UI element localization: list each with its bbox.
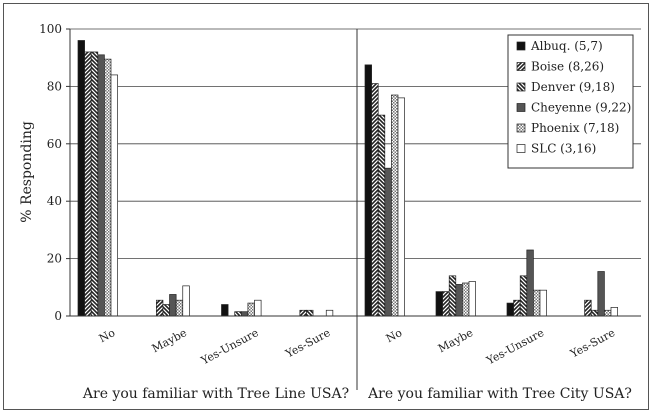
- bar: [397, 97, 405, 317]
- bar: [610, 307, 618, 317]
- bar: [506, 302, 514, 317]
- x-tick-label: No: [97, 326, 118, 345]
- legend-swatch: [516, 41, 526, 51]
- x-tick-label: Yes-Sure: [283, 326, 333, 361]
- bar: [169, 294, 177, 317]
- legend-entry: Boise (8,26): [531, 60, 604, 74]
- bar: [162, 304, 170, 317]
- x-tick-label: Maybe: [150, 326, 189, 355]
- bar: [110, 74, 118, 317]
- bar: [533, 289, 541, 317]
- x-tick-label: Maybe: [436, 326, 475, 355]
- legend-box: [507, 34, 634, 169]
- bar: [519, 275, 528, 317]
- legend-entry: Phoenix (7,18): [531, 121, 619, 135]
- bar: [221, 304, 229, 317]
- bar: [254, 299, 262, 317]
- y-tick-label: 100: [39, 22, 62, 36]
- legend-entry: SLC (3,16): [531, 142, 596, 156]
- x-tick-label: Yes-Unsure: [484, 326, 547, 368]
- bar: [435, 291, 443, 317]
- bar: [513, 299, 521, 317]
- legend-entry: Albuq. (5,7): [530, 39, 603, 53]
- bar: [462, 282, 470, 317]
- bar: [584, 299, 592, 317]
- bar: [539, 289, 547, 317]
- x-tick-label: Yes-Sure: [567, 326, 617, 361]
- bar: [377, 114, 386, 317]
- bar: [442, 291, 450, 317]
- bar: [604, 309, 612, 317]
- y-axis-label: % Responding: [19, 121, 35, 223]
- bar: [247, 302, 255, 317]
- y-tick-label: 40: [47, 194, 62, 208]
- legend-swatch: [516, 123, 526, 133]
- bar: [240, 311, 249, 317]
- y-tick-label: 80: [47, 79, 62, 93]
- bar: [371, 83, 379, 317]
- legend-swatch: [516, 144, 526, 153]
- bar: [590, 309, 599, 317]
- y-tick-label: 20: [47, 252, 62, 266]
- bar: [77, 40, 85, 317]
- bar: [306, 309, 314, 317]
- legend-entry: Denver (9,18): [531, 80, 615, 94]
- bar: [104, 58, 112, 317]
- legend: Albuq. (5,7) Boise (8,26) Denver (9,18) Che…: [507, 34, 634, 169]
- y-tick-label: 0: [54, 309, 62, 323]
- bar: [156, 299, 164, 317]
- bar: [234, 311, 242, 317]
- panel-2-xlabel: Are you familiar with Tree City USA?: [367, 386, 632, 402]
- panel-1-xlabel: Are you familiar with Tree Line USA?: [82, 386, 349, 402]
- x-tick-label: Yes-Unsure: [198, 326, 261, 368]
- x-tick-label: No: [384, 326, 405, 345]
- legend-entry: Cheyenne (9,22): [531, 101, 631, 115]
- bar: [597, 271, 605, 317]
- bar: [325, 309, 334, 317]
- bar: [175, 299, 184, 317]
- bar: [90, 51, 99, 317]
- bar: [391, 94, 399, 317]
- bar: [526, 249, 534, 317]
- bar: [384, 167, 392, 317]
- bar: [182, 285, 190, 317]
- bar: [448, 275, 457, 317]
- bar: [299, 309, 307, 317]
- bar: [84, 51, 92, 317]
- bar: [364, 64, 372, 317]
- legend-swatch: [516, 62, 526, 71]
- legend-swatch: [516, 82, 526, 92]
- legend-swatch: [516, 103, 526, 112]
- bar: [455, 284, 463, 317]
- bar: [97, 54, 105, 317]
- bar: [468, 281, 476, 317]
- y-tick-label: 60: [47, 137, 62, 151]
